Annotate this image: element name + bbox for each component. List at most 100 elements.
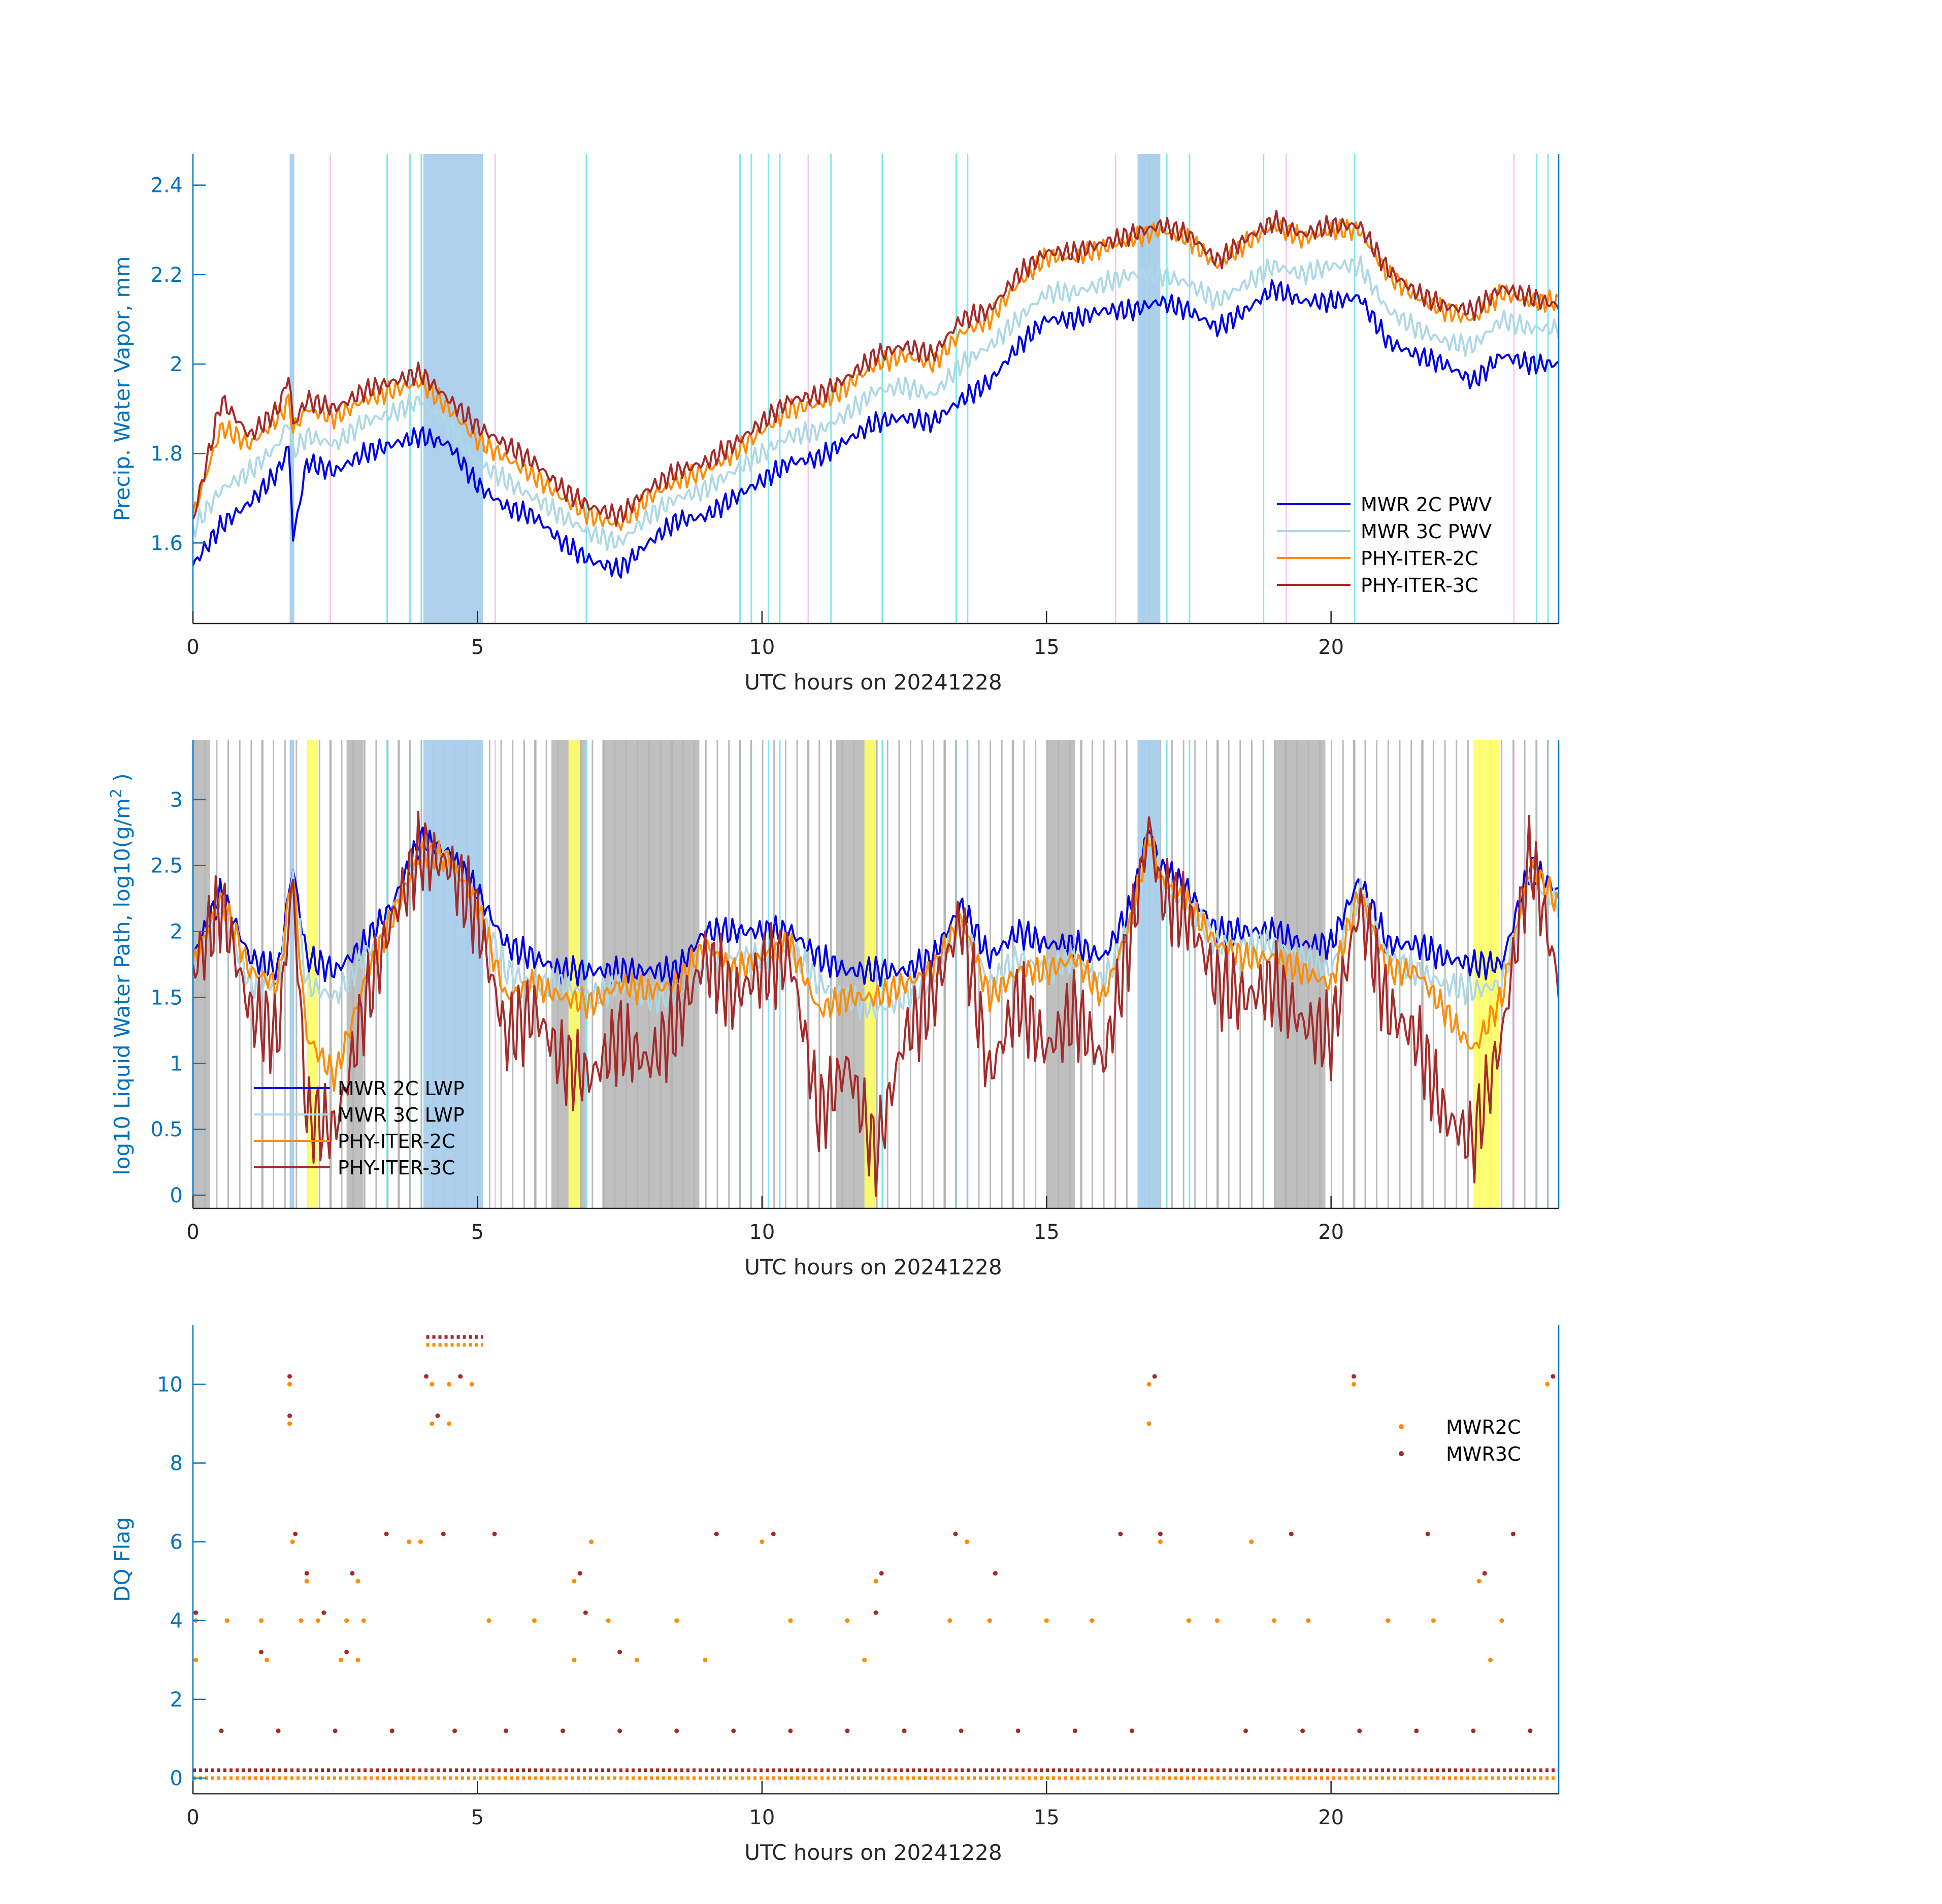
dq-point-0-10	[316, 1618, 321, 1623]
dq-point-1-45	[1289, 1531, 1294, 1536]
gray-flag-line	[398, 740, 400, 1208]
dq-point-1-17	[458, 1374, 463, 1379]
x-tick-label: 20	[1318, 1221, 1344, 1244]
y-tick-label: 2	[170, 921, 183, 944]
dq-point-0-27	[589, 1539, 594, 1545]
dq-point-1-7	[304, 1571, 309, 1576]
dq-point-0-44	[1158, 1539, 1163, 1545]
x-tick-label: 0	[186, 1806, 199, 1829]
dq-point-0-11	[338, 1657, 343, 1662]
dq-point-0-56	[1545, 1382, 1550, 1387]
gray-flag-line	[1069, 740, 1071, 1208]
dq-point-1-23	[583, 1610, 588, 1615]
gray-flag-line	[682, 740, 684, 1208]
cyan-flag-line	[1189, 154, 1191, 623]
dq-point-1-18	[452, 1728, 457, 1733]
dq-point-0-20	[446, 1382, 451, 1387]
dq-point-1-46	[1300, 1728, 1305, 1733]
dq-point-0-53	[1476, 1579, 1482, 1584]
dq-point-1-8	[321, 1610, 326, 1615]
dq-point-0-33	[788, 1618, 793, 1623]
gray-flag-line	[227, 740, 229, 1208]
x-tick-label: 15	[1034, 1806, 1060, 1829]
cyan-flag-line	[739, 154, 741, 623]
x-tick-label: 10	[749, 636, 775, 659]
x-tick-label: 5	[471, 636, 484, 659]
dq-point-1-35	[953, 1531, 958, 1536]
cyan-flag-line	[1547, 154, 1549, 623]
dq-point-0-50	[1352, 1382, 1356, 1387]
gray-flag-line	[910, 740, 912, 1208]
gray-flag-line	[1467, 740, 1469, 1208]
dq-point-1-41	[1118, 1531, 1123, 1536]
cyan-flag-line	[1189, 740, 1191, 1208]
gray-flag-line	[1182, 740, 1184, 1208]
series-line-0	[193, 826, 1559, 987]
gray-flag-line	[1444, 740, 1446, 1208]
x-tick-label: 5	[471, 1806, 484, 1829]
y-tick-label: 8	[170, 1452, 183, 1475]
dq-point-0-43	[1146, 1421, 1151, 1426]
gray-flag-line	[398, 740, 400, 1208]
dq-point-0-13	[355, 1657, 360, 1662]
pink-flag-line	[1286, 154, 1287, 623]
pink-flag-line	[807, 154, 809, 623]
gray-flag-line	[535, 740, 537, 1208]
gray-flag-line	[978, 740, 980, 1208]
dq-point-1-50	[1425, 1531, 1430, 1536]
dq-point-0-21	[446, 1421, 451, 1426]
dq-point-0-5	[287, 1382, 292, 1387]
y-tick-label: 2.4	[150, 174, 183, 198]
gray-flag-line	[1501, 740, 1503, 1208]
y-tick-label: 1.8	[150, 442, 183, 466]
pink-flag-line	[1513, 154, 1515, 623]
dq-point-1-33	[879, 1571, 884, 1576]
lwp-legend: MWR 2C LWP MWR 3C LWP PHY-ITER-2C PHY-ITER-…	[254, 1077, 465, 1179]
cyan-flag-line	[585, 154, 587, 623]
cyan-flag-line	[1263, 154, 1265, 623]
legend-label-0: MWR 2C LWP	[338, 1077, 465, 1100]
gray-flag-line	[1354, 740, 1356, 1208]
legend-label-1: MWR3C	[1446, 1443, 1521, 1465]
cyan-flag-line	[779, 740, 781, 1208]
dq-point-0-25	[572, 1657, 577, 1662]
dq-point-0-54	[1488, 1657, 1493, 1662]
legend-label-1: MWR 3C LWP	[338, 1104, 465, 1126]
gray-flag-line	[648, 740, 650, 1208]
dq-point-1-43	[1158, 1531, 1163, 1536]
dq-point-1-13	[384, 1531, 389, 1536]
legend-label-3: PHY-ITER-3C	[338, 1157, 455, 1179]
gray-flag-line	[1524, 740, 1526, 1208]
dq-point-1-20	[503, 1728, 508, 1733]
dq-point-1-31	[845, 1728, 850, 1733]
lwp-panel: 0 5 10 15 20 0 0.5 1 1.5 2 2.5 3 UTC hours on 202412…	[108, 740, 1560, 1279]
dq-point-0-18	[430, 1382, 435, 1387]
dq-point-1-0	[193, 1610, 199, 1615]
dq-point-1-22	[577, 1571, 582, 1576]
dq-point-0-52	[1431, 1618, 1436, 1623]
blue-flag-band	[289, 154, 294, 623]
dq-point-0-28	[606, 1618, 611, 1623]
x-tick-label: 20	[1318, 636, 1344, 659]
x-tick-label: 20	[1318, 1806, 1344, 1829]
gray-flag-line	[1535, 740, 1537, 1208]
dq-point-0-4	[265, 1657, 270, 1662]
dq-point-1-37	[993, 1571, 998, 1576]
legend-label-2: PHY-ITER-2C	[1361, 547, 1478, 570]
dq-point-0-9	[304, 1579, 309, 1584]
dq-point-0-35	[862, 1657, 867, 1662]
cyan-flag-line	[768, 154, 770, 623]
dq-point-1-47	[1357, 1728, 1362, 1733]
dq-point-0-29	[634, 1657, 639, 1662]
gray-flag-line	[239, 740, 241, 1208]
cyan-flag-line	[1354, 154, 1356, 623]
dq-point-0-40	[1044, 1618, 1049, 1623]
dq-point-0-46	[1215, 1618, 1220, 1623]
y-tick-label: 1.5	[150, 986, 183, 1009]
dq-point-1-36	[959, 1728, 964, 1733]
gray-flag-line	[420, 740, 422, 1208]
gray-flag-line	[853, 740, 855, 1208]
y-axis-label-end: )	[110, 773, 135, 789]
dq-point-0-23	[486, 1618, 491, 1623]
x-tick-label: 10	[749, 1221, 775, 1244]
